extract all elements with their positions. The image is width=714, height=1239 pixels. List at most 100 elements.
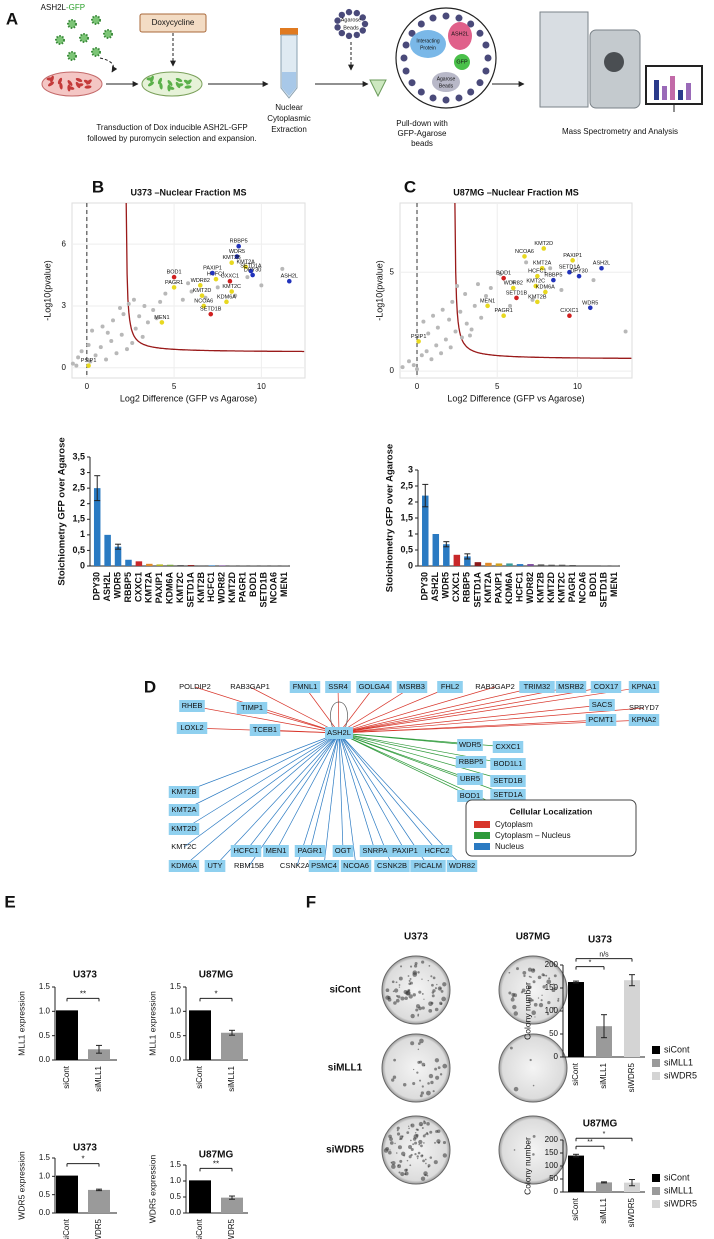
colony: [395, 981, 398, 984]
error-bar: [229, 1195, 235, 1200]
node-box: [387, 845, 423, 857]
colony: [439, 987, 442, 990]
network-edge: [338, 686, 451, 734]
colony: [419, 1060, 423, 1064]
protein-point: [98, 345, 103, 350]
hit-point: [210, 270, 215, 276]
protein-point: [479, 315, 484, 320]
network-edge: [296, 732, 340, 867]
legend-label: siWDR5: [664, 1198, 697, 1208]
hit-label: PSIP1: [411, 334, 427, 340]
ash2l-icon: [448, 22, 472, 50]
x-tick-label: siCont: [62, 1065, 71, 1088]
bead-icon: [361, 20, 369, 28]
x-tick-label: KDM6A: [165, 572, 175, 605]
node-box: [519, 681, 555, 693]
colony: [389, 1141, 394, 1145]
cell-icon: [167, 80, 173, 86]
colony: [391, 980, 395, 984]
hit-point: [541, 246, 547, 251]
colony: [410, 1041, 415, 1046]
network-edge: [191, 705, 340, 734]
colony: [408, 1127, 410, 1130]
colony: [410, 1148, 414, 1152]
colony: [442, 1140, 447, 1145]
node-box: [263, 845, 289, 857]
colony: [508, 991, 512, 995]
colony: [389, 1137, 393, 1142]
node-box: [332, 845, 354, 857]
node-box: [490, 758, 526, 770]
colony-plate: [381, 955, 451, 1025]
step-text: Nuclear: [275, 103, 303, 112]
colony: [520, 991, 524, 994]
network-edge: [338, 732, 393, 867]
node-label: CSNK2B: [377, 861, 407, 870]
bar: [198, 565, 205, 566]
hit-point: [535, 273, 540, 279]
colony: [542, 985, 546, 989]
x-tick-label: KMT2A: [483, 572, 493, 603]
node-box: [236, 702, 268, 714]
colony: [406, 1159, 409, 1162]
y-tick-label: 1: [80, 529, 85, 539]
cell-icon: [176, 83, 184, 87]
network-edge: [338, 686, 645, 734]
colony: [552, 1006, 555, 1010]
node-label: GOLGA4: [359, 682, 390, 691]
y-tick-label: 0.5: [170, 1031, 182, 1040]
virus-icon: [91, 47, 101, 57]
protein-point: [109, 338, 114, 343]
colony: [393, 1001, 397, 1005]
node-box: [396, 681, 428, 693]
bar: [56, 1010, 78, 1060]
legend-label: siMLL1: [664, 1185, 693, 1195]
colony: [425, 1162, 427, 1165]
colony: [392, 990, 395, 993]
cell-icon: [167, 86, 175, 90]
significance-label: n/s: [599, 952, 609, 959]
cell-icon: [50, 75, 54, 83]
y-tick-label: 1.0: [170, 1006, 182, 1015]
x-tick-label: WDR5: [112, 572, 122, 599]
colony: [415, 1008, 419, 1012]
hit-point: [510, 285, 516, 291]
protein-point: [145, 320, 150, 325]
node-label: HCFC1: [233, 846, 258, 855]
bead-icon: [484, 54, 492, 62]
colony: [404, 1171, 409, 1176]
protein-point: [548, 266, 553, 271]
colony: [427, 979, 429, 982]
hit-label: PAXIP1: [203, 265, 222, 271]
arrow: [99, 57, 118, 73]
node-box: [340, 860, 372, 872]
colony: [407, 975, 410, 977]
chart-title: U87MG: [583, 1119, 618, 1130]
protein-point: [119, 332, 124, 337]
cell-icon: [150, 75, 154, 83]
network-edge: [304, 686, 340, 734]
y-tick-label: 0: [80, 560, 85, 570]
colony: [412, 993, 416, 997]
bar: [596, 1026, 612, 1057]
protein-point: [189, 289, 194, 294]
legend-swatch: [652, 1072, 660, 1080]
colony: [545, 974, 548, 977]
y-axis-label: Colony number: [522, 982, 532, 1040]
node-label: SNRPA: [362, 846, 387, 855]
x-tick-label: siMLL1: [599, 1062, 608, 1088]
protein-point: [130, 341, 135, 345]
hit-label: KMT2A: [236, 259, 255, 265]
hit-label: WDR82: [504, 280, 523, 286]
colony: [530, 968, 536, 973]
hit-point: [208, 311, 214, 317]
panel-letter: E: [4, 892, 15, 911]
colony: [529, 1058, 532, 1062]
node-box: [168, 860, 200, 872]
network-edge: [338, 732, 376, 852]
colony: [402, 1083, 407, 1087]
y-tick-label: 1.5: [39, 1153, 51, 1162]
node-label: TIMP1: [241, 703, 263, 712]
legend-label: siCont: [664, 1172, 690, 1182]
colony: [396, 1126, 400, 1130]
